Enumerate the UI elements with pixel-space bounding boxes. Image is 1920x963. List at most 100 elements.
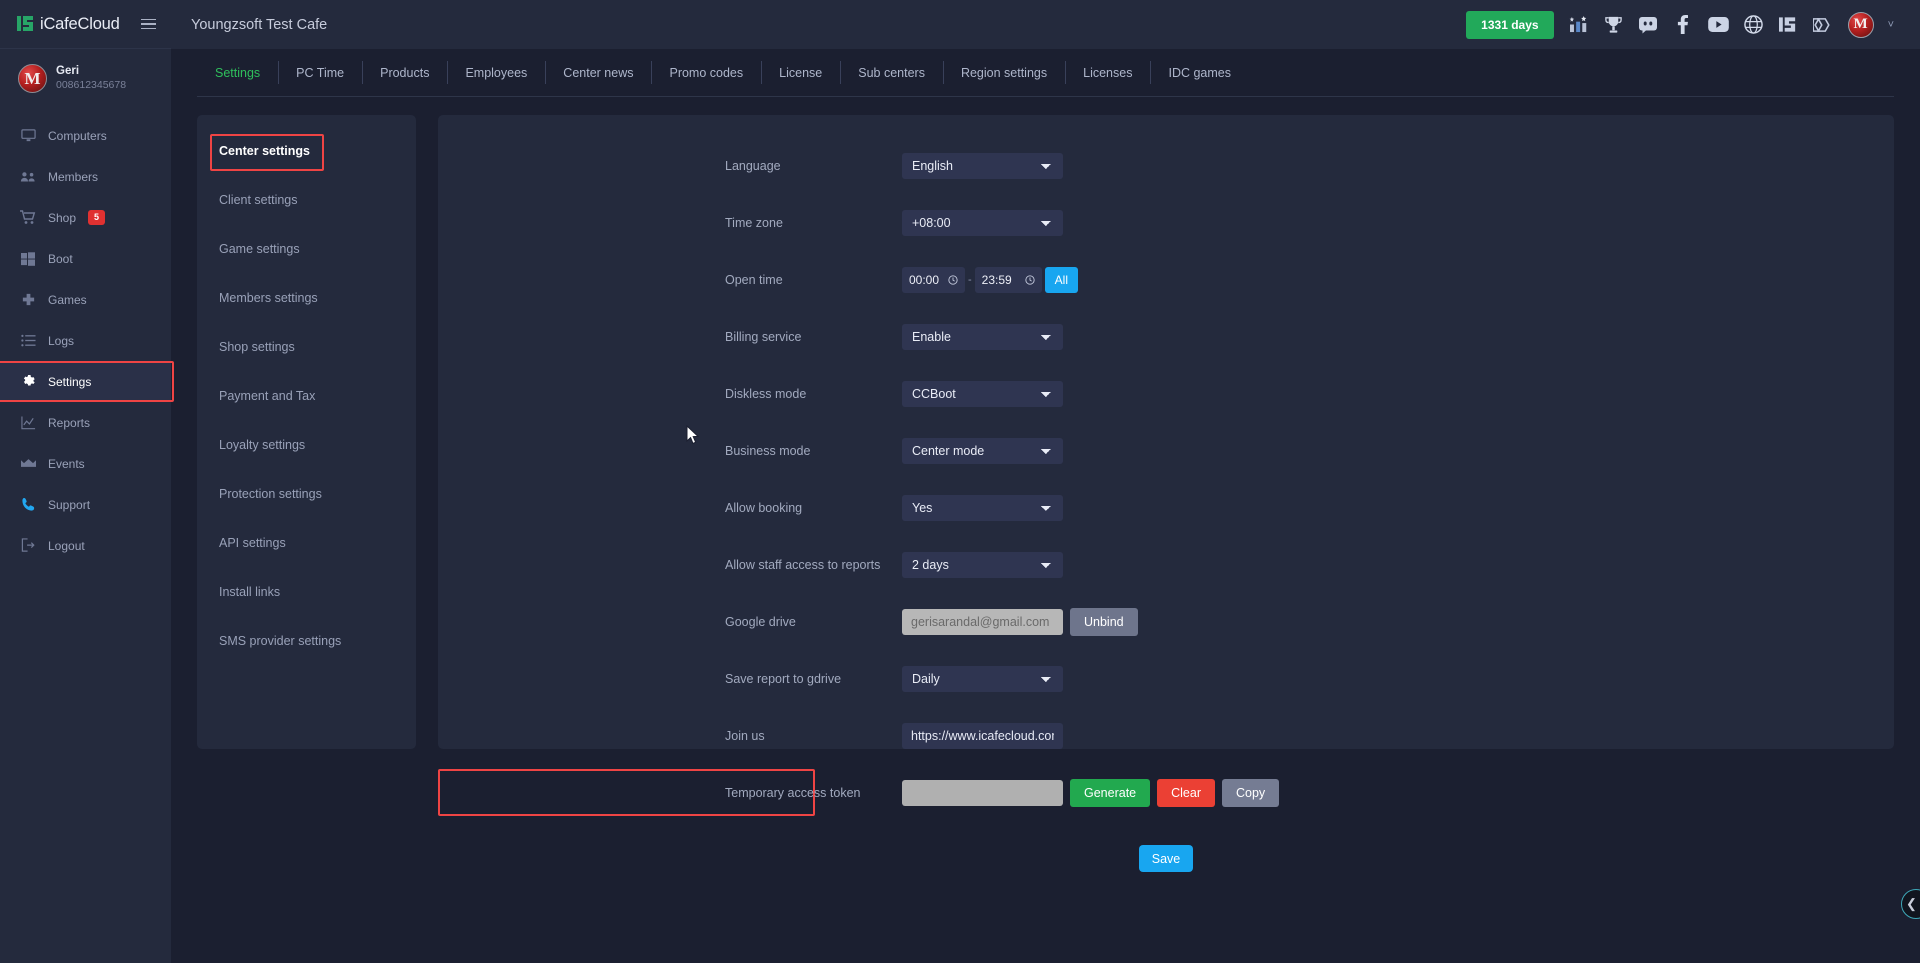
sidebar-item-logs[interactable]: Logs: [0, 322, 171, 359]
sidebar-item-label: Shop: [48, 210, 77, 225]
submenu-item-api-settings[interactable]: API settings: [219, 536, 286, 550]
gear-icon: [20, 374, 36, 390]
user-profile[interactable]: M Geri 008612345678: [0, 49, 171, 101]
access-token-input[interactable]: [902, 779, 1063, 806]
chevron-left-icon: ❮: [1906, 896, 1917, 911]
submenu-item-shop-settings[interactable]: Shop settings: [219, 340, 295, 354]
chevron-down-icon[interactable]: ˅: [1887, 18, 1894, 31]
brand-name: iCafeCloud: [40, 14, 120, 33]
tab-sub-centers[interactable]: Sub centers: [840, 49, 943, 96]
submenu-item-sms-provider-settings[interactable]: SMS provider settings: [219, 634, 342, 648]
tab-settings[interactable]: Settings: [215, 65, 261, 80]
diskless-mode-select[interactable]: CCBoot: [902, 380, 1063, 407]
topbar: Youngzsoft Test Cafe 1331 days: [171, 0, 1920, 49]
clear-token-button[interactable]: Clear: [1157, 778, 1215, 807]
tab-employees[interactable]: Employees: [447, 49, 545, 96]
sidebar-item-label: Games: [48, 292, 87, 307]
tab-promo-codes[interactable]: Promo codes: [651, 49, 761, 96]
tab-pc-time[interactable]: PC Time: [278, 49, 362, 96]
time-range-separator: -: [968, 273, 972, 286]
leaderboard-icon[interactable]: [1568, 14, 1589, 35]
google-drive-input[interactable]: [902, 608, 1063, 635]
language-select[interactable]: English: [902, 152, 1063, 179]
chart-line-icon: [20, 415, 36, 431]
users-icon: [20, 169, 36, 185]
sidebar-item-games[interactable]: Games: [0, 281, 171, 318]
save-button[interactable]: Save: [1139, 845, 1193, 872]
form-row-business-mode: Business mode Center mode: [438, 422, 1894, 479]
trophy-icon[interactable]: [1603, 14, 1624, 35]
app-logo[interactable]: iCafeCloud: [17, 14, 120, 34]
profile-id: 008612345678: [56, 79, 127, 91]
days-badge: 1331 days: [1466, 10, 1554, 39]
submenu-item-loyalty-settings[interactable]: Loyalty settings: [219, 438, 306, 452]
submenu-item-game-settings[interactable]: Game settings: [219, 242, 300, 256]
open-time-all-button[interactable]: All: [1044, 266, 1079, 293]
sidebar-item-events[interactable]: Events: [0, 445, 171, 482]
join-us-input[interactable]: [902, 722, 1063, 749]
discord-icon[interactable]: [1638, 14, 1659, 35]
submenu-item-client-settings[interactable]: Client settings: [219, 193, 298, 207]
youtube-icon[interactable]: [1707, 14, 1729, 35]
sharp-icon[interactable]: [1812, 14, 1834, 35]
avatar-letter: M: [24, 68, 41, 88]
sidebar-item-reports[interactable]: Reports: [0, 404, 171, 441]
tab-licenses[interactable]: Licenses: [1065, 49, 1150, 96]
label-language: Language: [725, 158, 781, 173]
globe-icon[interactable]: [1743, 14, 1764, 35]
sidebar-item-label: Support: [48, 497, 91, 512]
avatar: M: [18, 63, 47, 93]
sidebar-item-computers[interactable]: Computers: [0, 117, 171, 154]
form-row-access-token: Temporary access token Generate Clear Co…: [438, 764, 1894, 821]
open-time-start[interactable]: 00:00: [902, 266, 965, 293]
business-mode-select[interactable]: Center mode: [902, 437, 1063, 464]
submenu-item-payment-and-tax[interactable]: Payment and Tax: [219, 389, 316, 403]
save-report-select[interactable]: Daily: [902, 665, 1063, 692]
billing-service-select[interactable]: Enable: [902, 323, 1063, 350]
tab-license[interactable]: License: [761, 49, 840, 96]
sidebar-item-support[interactable]: Support: [0, 486, 171, 523]
tabs-container: Settings PC Time Products Employees Cent…: [171, 49, 1920, 97]
unbind-button[interactable]: Unbind: [1070, 607, 1138, 636]
sidebar-item-boot[interactable]: Boot: [0, 240, 171, 277]
staff-reports-select[interactable]: 2 days: [902, 551, 1063, 578]
copy-token-button[interactable]: Copy: [1222, 778, 1280, 807]
generate-token-button[interactable]: Generate: [1070, 778, 1151, 807]
open-time-end-value: 23:59: [981, 272, 1012, 287]
sidebar-item-settings[interactable]: Settings: [0, 361, 174, 402]
facebook-icon[interactable]: [1673, 14, 1694, 35]
label-diskless-mode: Diskless mode: [725, 386, 807, 401]
label-time-zone: Time zone: [725, 215, 783, 230]
main-area: Youngzsoft Test Cafe 1331 days: [171, 0, 1920, 963]
topbar-avatar[interactable]: M: [1847, 11, 1874, 38]
icafecloud-logo-icon: [17, 14, 37, 34]
topbar-actions: 1331 days: [1466, 10, 1894, 39]
open-time-end[interactable]: 23:59: [974, 266, 1042, 293]
submenu-item-install-links[interactable]: Install links: [219, 585, 281, 599]
hamburger-icon[interactable]: [140, 18, 156, 30]
icafe-icon[interactable]: [1778, 14, 1799, 35]
tab-idc-games[interactable]: IDC games: [1150, 49, 1249, 96]
sidebar-item-shop[interactable]: Shop 5: [0, 199, 171, 236]
tab-center-news[interactable]: Center news: [545, 49, 651, 96]
submenu-item-center-settings[interactable]: Center settings: [197, 133, 416, 171]
content-area: Center settings Client settings Game set…: [171, 97, 1920, 963]
form-row-google-drive: Google drive Unbind: [438, 593, 1894, 650]
allow-booking-select[interactable]: Yes: [902, 494, 1063, 521]
topbar-avatar-letter: M: [1853, 16, 1868, 32]
submenu-item-members-settings[interactable]: Members settings: [219, 291, 318, 305]
submenu-item-protection-settings[interactable]: Protection settings: [219, 487, 322, 501]
monitor-icon: [20, 128, 36, 144]
sidebar-item-logout[interactable]: Logout: [0, 527, 171, 564]
sidebar-item-members[interactable]: Members: [0, 158, 171, 195]
sidebar-item-label: Settings: [48, 374, 92, 389]
label-join-us: Join us: [725, 728, 765, 743]
form-row-time-zone: Time zone +08:00: [438, 194, 1894, 251]
tab-products[interactable]: Products: [362, 49, 447, 96]
clock-icon: [1025, 274, 1035, 285]
logout-icon: [20, 538, 36, 554]
time-zone-select[interactable]: +08:00: [902, 209, 1063, 236]
center-settings-form: Language English Time zone +08:00: [438, 115, 1894, 872]
cart-icon: [20, 210, 36, 226]
tab-region-settings[interactable]: Region settings: [942, 49, 1065, 96]
